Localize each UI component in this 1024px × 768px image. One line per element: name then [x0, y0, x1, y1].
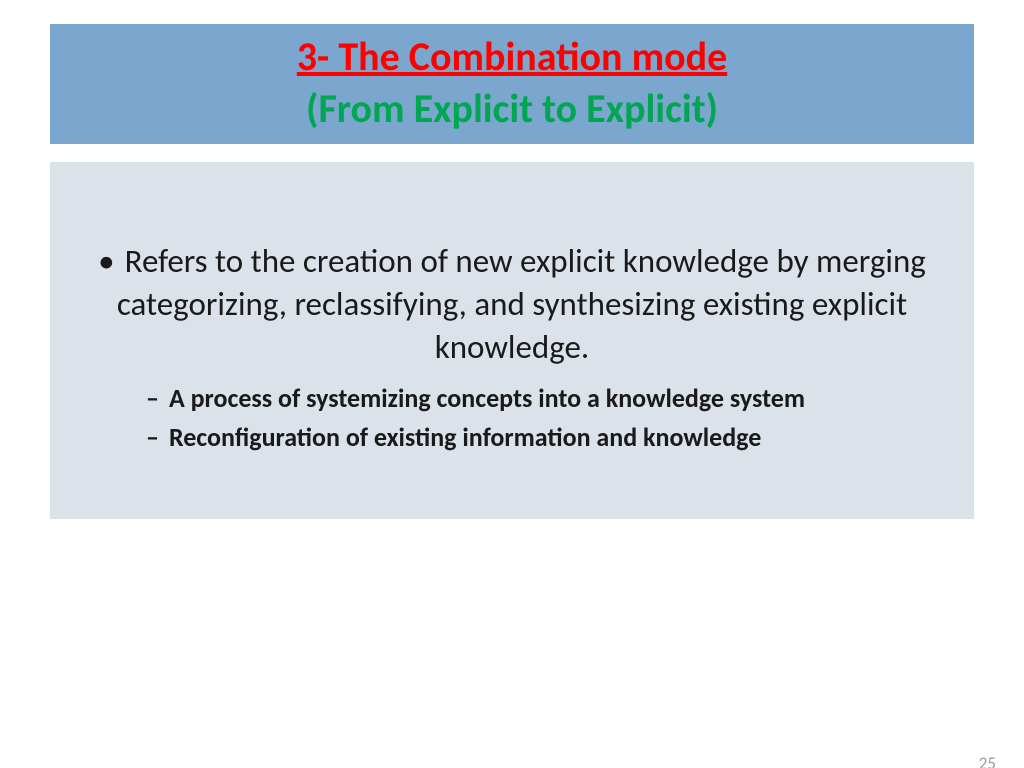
main-bullet: •Refers to the creation of new explicit … [78, 240, 946, 369]
main-bullet-text: Refers to the creation of new explicit k… [117, 241, 926, 367]
main-bullet-row: •Refers to the creation of new explicit … [78, 240, 946, 369]
sub-bullet-item: – A process of systemizing concepts into… [146, 381, 926, 416]
sub-bullet-text: Reconfiguration of existing information … [169, 420, 761, 455]
sub-bullet-item: – Reconfiguration of existing informatio… [146, 420, 926, 455]
sub-bullet-text: A process of systemizing concepts into a… [169, 381, 805, 416]
slide-body: •Refers to the creation of new explicit … [50, 162, 974, 519]
slide-header: 3- The Combination mode (From Explicit t… [50, 24, 974, 144]
slide-title: 3- The Combination mode [50, 32, 974, 82]
sub-bullet-list: – A process of systemizing concepts into… [78, 381, 946, 455]
slide-subtitle: (From Explicit to Explicit) [50, 84, 974, 134]
bullet-dot: • [98, 240, 114, 283]
bullet-dash: – [146, 420, 159, 455]
bullet-dash: – [146, 381, 159, 416]
page-number: 25 [979, 753, 996, 768]
